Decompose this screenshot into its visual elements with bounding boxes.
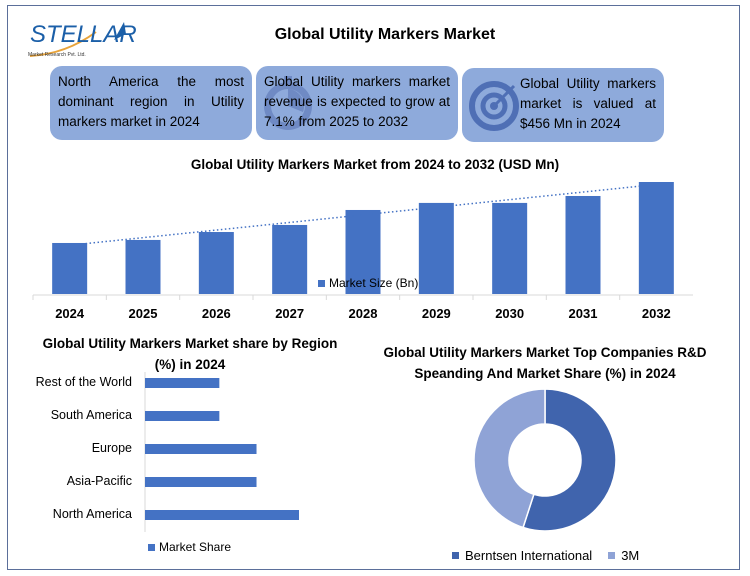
target-icon — [469, 81, 519, 131]
y-tick-label: Rest of the World — [35, 375, 132, 389]
info-box-growth: Global Utility markers market revenue is… — [256, 66, 458, 140]
x-tick-label: 2029 — [421, 306, 451, 321]
y-tick-label: North America — [52, 507, 132, 521]
svg-text:Market Research Pvt. Ltd.: Market Research Pvt. Ltd. — [28, 52, 86, 58]
x-tick-label: 2024 — [55, 306, 85, 321]
legend-swatch — [452, 552, 459, 559]
region-chart-title: Global Utility Markers Market share by R… — [42, 336, 338, 372]
region-legend: Market Share — [148, 540, 231, 554]
slice-berntsen-international — [522, 388, 617, 532]
legend-label: Market Share — [159, 540, 232, 554]
info-box-text: North America the most dominant region i… — [58, 74, 244, 129]
x-tick-label: 2028 — [348, 306, 378, 321]
slice-3m — [473, 388, 546, 529]
bar-2026 — [198, 232, 234, 294]
y-tick-label: Europe — [91, 441, 132, 455]
market-size-legend: Market Size (Bn) — [318, 276, 418, 290]
stopwatch-icon — [264, 76, 312, 130]
bar-2032 — [638, 182, 674, 294]
x-tick-label: 2032 — [641, 306, 671, 321]
info-box-text: Global Utility markers market revenue is… — [264, 74, 450, 129]
legend-swatch — [318, 279, 325, 287]
legend-label: Market Size (Bn) — [329, 276, 419, 290]
y-tick-label: South America — [50, 408, 132, 422]
bar-europe — [145, 444, 257, 454]
bar-asia-pacific — [145, 477, 257, 487]
bar-2024 — [52, 242, 88, 294]
y-tick-label: Asia-Pacific — [66, 474, 132, 488]
x-tick-label: 2025 — [128, 306, 158, 321]
infographic-frame — [7, 5, 740, 570]
bar-2031 — [565, 195, 601, 294]
x-tick-label: 2030 — [495, 306, 525, 321]
info-box-text: Global Utility markers market is valued … — [520, 76, 656, 131]
bar-rest-of-the-world — [145, 378, 220, 388]
legend-swatch — [608, 552, 616, 559]
bar-2025 — [125, 239, 161, 294]
bar-north-america — [145, 510, 299, 520]
companies-chart-title: Global Utility Markers Market Top Compan… — [383, 345, 707, 381]
legend-label: Berntsen International — [465, 548, 593, 563]
info-box-region: North America the most dominant region i… — [50, 66, 252, 140]
bar-2027 — [272, 224, 308, 294]
bar-2029 — [418, 202, 454, 294]
bar-south-america — [145, 411, 220, 421]
bar-2030 — [492, 202, 528, 294]
legend-swatch — [148, 543, 155, 551]
bar-2028 — [345, 209, 381, 294]
x-tick-label: 2027 — [275, 306, 305, 321]
page-title: Global Utility Markers Market — [274, 26, 496, 43]
legend-label: 3M — [621, 548, 640, 563]
info-box-value: Global Utility markers market is valued … — [462, 68, 664, 142]
market-size-chart-title: Global Utility Markers Market from 2024 … — [190, 157, 560, 172]
x-tick-label: 2031 — [568, 306, 598, 321]
companies-legend: Berntsen International 3M — [452, 548, 639, 563]
stellar-logo: STELLAR Market Research Pvt. Ltd. — [26, 12, 137, 60]
x-tick-label: 2026 — [201, 306, 231, 321]
